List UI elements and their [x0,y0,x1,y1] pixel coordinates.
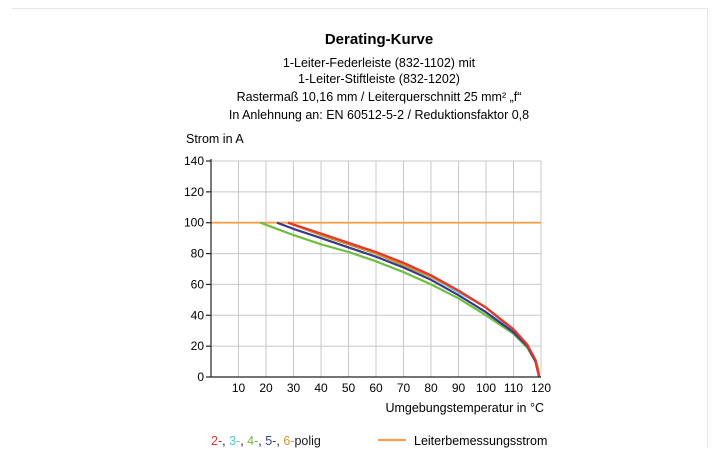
chart-subtitle-4: In Anlehnung an: EN 60512-5-2 / Reduktio… [229,108,529,122]
legend-pole-2: 4- [247,434,258,448]
y-tick-label: 60 [191,277,205,291]
x-tick-label: 10 [232,381,246,395]
x-tick-label: 110 [504,381,523,395]
y-tick-label: 0 [197,370,204,384]
x-axis-label: Umgebungstemperatur in °C [385,401,544,415]
x-tick-label: 80 [424,381,438,395]
frame-border-top [12,8,708,9]
x-tick-label: 90 [452,381,466,395]
frame-border-right [707,8,708,448]
y-axis-label: Strom in A [186,132,244,146]
legend-separator: , [222,434,229,448]
x-tick-label: 50 [342,381,356,395]
chart-title: Derating-Kurve [325,31,433,48]
legend-pole-1: 3- [229,434,240,448]
legend-pole-0: 2- [211,434,222,448]
x-tick-label: 30 [287,381,301,395]
y-tick-label: 120 [184,185,204,199]
x-tick-label: 60 [369,381,383,395]
x-tick-label: 40 [314,381,328,395]
chart-subtitle-2: 1-Leiter-Stiftleiste (832-1202) [298,72,460,86]
legend-separator: , [240,434,247,448]
series-line-4 [276,221,541,378]
series-lines [211,221,541,378]
legend-separator: , [276,434,283,448]
x-tick-label: 120 [531,381,551,395]
y-tick-label: 20 [191,339,205,353]
legend-pole-4: 6- [283,434,294,448]
y-tick-label: 40 [191,308,205,322]
y-tick-label: 140 [184,154,204,168]
y-tick-label: 100 [184,216,204,230]
series-line-5 [287,221,541,378]
y-tick-label: 80 [191,247,205,261]
chart-subtitle-1: 1-Leiter-Federleiste (832-1102) mit [283,56,476,70]
legend: 2-, 3-, 4-, 5-, 6-polig Leiterbemessungs… [211,434,547,448]
x-tick-label: 100 [476,381,496,395]
legend-suffix: polig [294,434,320,448]
axes [206,159,541,378]
x-tick-label: 20 [259,381,273,395]
x-tick-label: 70 [397,381,411,395]
series-line-3 [260,221,541,378]
legend-line-label: Leiterbemessungsstrom [414,434,547,448]
legend-poles-entry: 2-, 3-, 4-, 5-, 6-polig [211,434,321,448]
chart-subtitle-3: Rastermaß 10,16 mm / Leiterquerschnitt 2… [237,90,522,104]
tick-labels: 0 20 40 60 80 100 120 140 10 20 30 40 50 60 70 80 90 100 1… [184,154,551,395]
grid [211,160,542,378]
legend-separator: , [258,434,265,448]
legend-pole-3: 5- [265,434,276,448]
